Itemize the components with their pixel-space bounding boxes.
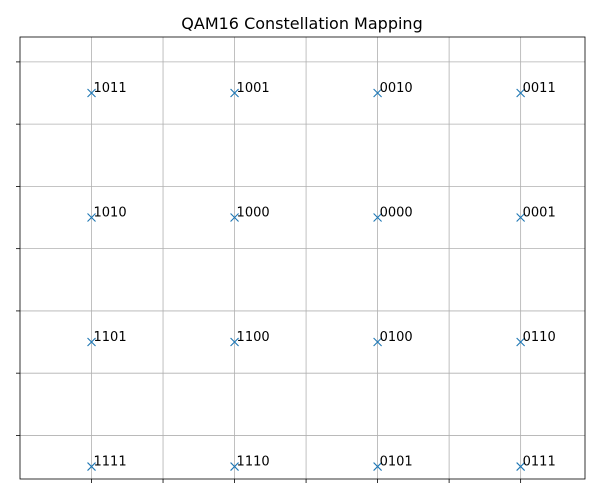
point-label: 0011	[523, 81, 556, 96]
x-marker	[230, 213, 239, 222]
constellation-point: 1000	[230, 206, 270, 222]
constellation-point: 1111	[87, 455, 127, 471]
x-marker	[516, 462, 526, 471]
point-label: 1000	[237, 206, 270, 221]
x-marker	[87, 337, 96, 347]
constellation-point: 1100	[230, 330, 270, 347]
point-label: 0100	[380, 330, 413, 345]
grid	[20, 37, 585, 479]
constellation-point: 0100	[373, 330, 413, 347]
point-label: 1011	[94, 81, 127, 96]
point-label: 1100	[237, 330, 270, 345]
constellation-points: 1011 1001 0010 0011 1010 1000 0000 0001 1101 1100…	[87, 81, 556, 471]
point-label: 0000	[380, 206, 413, 221]
x-marker	[87, 462, 96, 471]
x-marker	[230, 88, 239, 98]
point-label: 0111	[523, 455, 556, 470]
constellation-point: 1101	[87, 330, 127, 347]
point-label: 1101	[94, 330, 127, 345]
x-marker	[516, 337, 526, 347]
point-label: 0101	[380, 455, 413, 470]
x-marker	[373, 213, 382, 222]
point-label: 0110	[523, 330, 556, 345]
x-marker	[373, 462, 382, 471]
chart-title: QAM16 Constellation Mapping	[181, 14, 422, 33]
point-label: 1111	[94, 455, 127, 470]
point-label: 1010	[94, 206, 127, 221]
axis-ticks	[16, 61, 522, 483]
point-label: 0001	[523, 206, 556, 221]
x-marker	[87, 213, 96, 222]
x-marker	[373, 337, 382, 347]
x-marker	[230, 337, 239, 347]
x-marker	[230, 462, 239, 471]
constellation-point: 0101	[373, 455, 413, 471]
constellation-point: 0001	[516, 206, 556, 222]
constellation-point: 1011	[87, 81, 127, 98]
x-marker	[87, 88, 96, 98]
x-marker	[516, 88, 526, 98]
constellation-point: 1001	[230, 81, 270, 98]
point-label: 0010	[380, 81, 413, 96]
point-label: 1001	[237, 81, 270, 96]
x-marker	[373, 88, 382, 98]
axes-frame	[19, 36, 586, 480]
constellation-point: 0110	[516, 330, 556, 347]
constellation-point: 0011	[516, 81, 556, 98]
constellation-point: 1010	[87, 206, 127, 222]
point-label: 1110	[237, 455, 270, 470]
constellation-point: 0111	[516, 455, 556, 471]
constellation-point: 1110	[230, 455, 270, 471]
constellation-point: 0010	[373, 81, 413, 98]
constellation-point: 0000	[373, 206, 413, 222]
x-marker	[516, 213, 526, 222]
